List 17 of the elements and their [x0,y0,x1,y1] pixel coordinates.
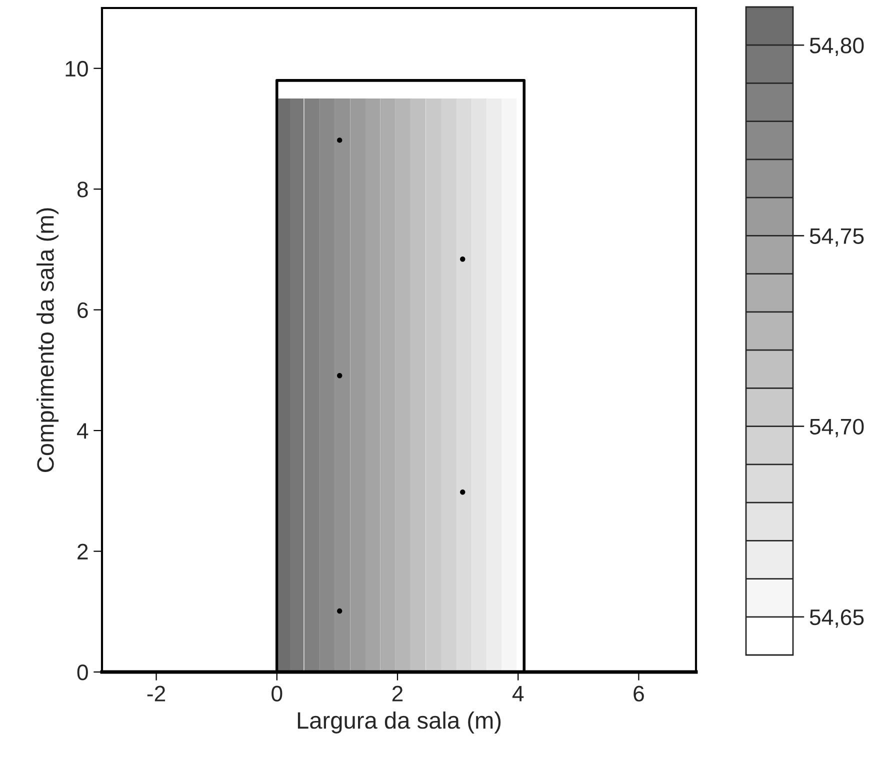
y-tick-label: 6 [78,302,88,318]
y-tick-label: 2 [78,544,88,560]
x-tick-label: 2 [392,686,403,702]
x-tick-label: 6 [634,686,644,702]
y-axis-title: Comprimento da sala (m) [36,208,59,472]
color-bar-label: 54,80 [810,38,864,56]
color-bar-label: 54,75 [810,228,864,247]
x-tick-label: 0 [272,686,282,702]
x-axis-title: Largura da sala (m) [298,711,501,734]
color-bar-label: 54,65 [810,609,864,628]
x-tick-label: 4 [512,686,524,702]
y-tick-label: 4 [76,423,88,439]
y-tick-label: 0 [77,664,88,680]
y-tick-label: 10 [66,60,88,77]
color-bar-label: 54,70 [810,418,864,438]
y-tick-label: 8 [77,182,88,198]
x-tick-label: -2 [147,686,166,702]
